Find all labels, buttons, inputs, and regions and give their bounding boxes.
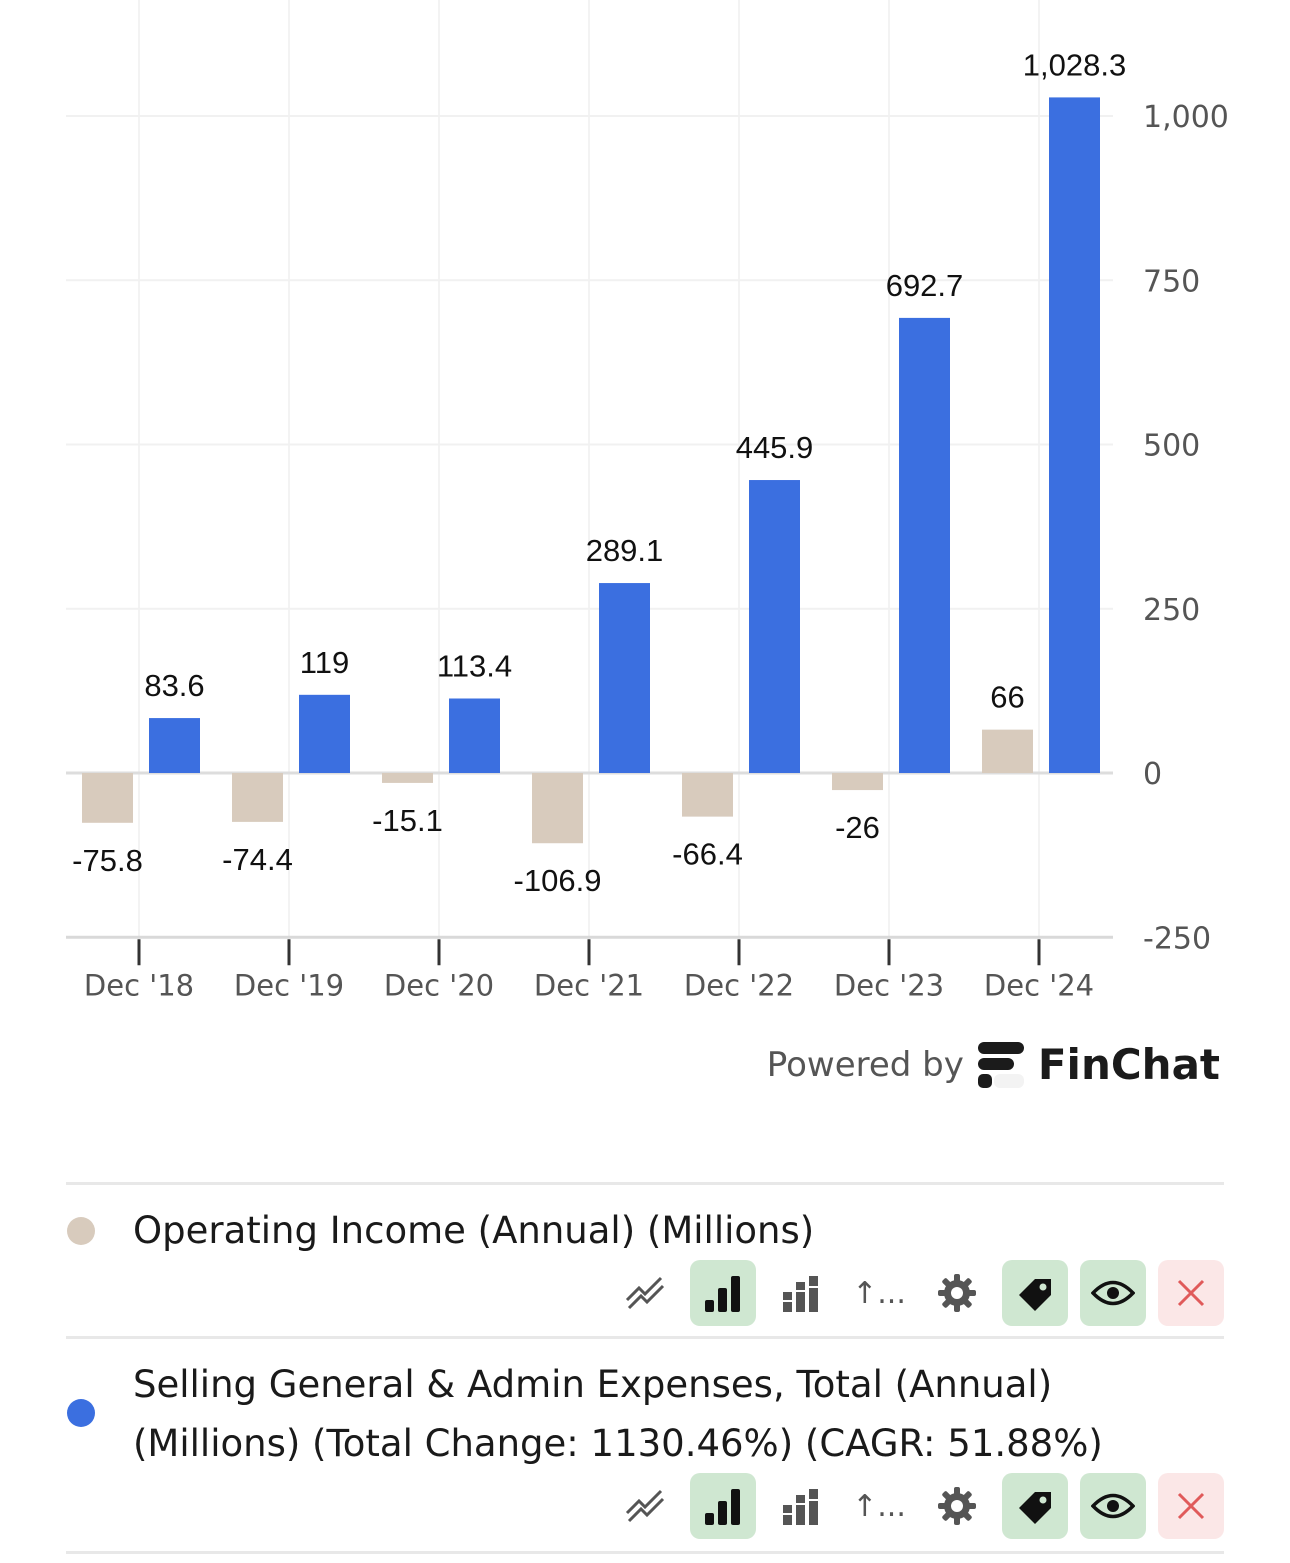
close-icon [1177,1492,1205,1520]
bar [832,773,883,791]
bar [749,480,800,773]
powered-by-text: Powered by [766,1044,964,1085]
legend-label: Operating Income (Annual) (Millions) [133,1209,815,1252]
series-toolbar: ↑... [612,1473,1224,1539]
stacked-bar-button[interactable] [768,1473,834,1539]
remove-series-button[interactable] [1158,1260,1224,1326]
series-color-dot [67,1399,95,1427]
data-label: -26 [835,810,880,845]
data-label: -106.9 [514,863,602,898]
x-tick-label: Dec '24 [984,968,1094,1002]
data-label: 83.6 [144,668,204,703]
data-label: 119 [300,645,349,680]
data-label: 66 [990,680,1024,715]
series-color-dot [67,1217,95,1245]
line-chart-button[interactable] [612,1473,678,1539]
gear-icon [938,1274,976,1312]
label-toggle-button[interactable] [1002,1260,1068,1326]
axes: -250 0 250 500 750 1,000 Dec '18 Dec '19 Dec '20… [84,100,1229,1002]
x-tick-label: Dec '20 [384,968,494,1002]
stacked-bar-icon [783,1489,818,1525]
settings-button[interactable] [924,1260,990,1326]
legend-label: Selling General & Admin Expenses, Total … [133,1363,1103,1465]
data-label: 113.4 [437,648,512,683]
data-label: -66.4 [672,837,743,872]
x-tick-label: Dec '18 [84,968,194,1002]
bar [682,773,733,817]
sort-more-label: ↑... [852,1275,906,1311]
bar-chart-icon [705,1489,740,1525]
bar [899,317,950,773]
x-tick-label: Dec '21 [534,968,644,1002]
finchat-logo-icon [977,1041,1024,1088]
label-toggle-button[interactable] [1002,1473,1068,1539]
bar [599,583,650,773]
bar-chart-icon [705,1276,740,1312]
x-tick-label: Dec '19 [234,968,344,1002]
tag-icon [1019,1492,1051,1524]
series-toolbar: ↑... [612,1260,1224,1326]
eye-icon [1091,1280,1135,1306]
stacked-bar-button[interactable] [768,1260,834,1326]
close-icon [1177,1279,1205,1307]
line-chart-icon [625,1276,665,1310]
x-tick-label: Dec '23 [834,968,944,1002]
bar [299,694,350,773]
bars [82,97,1100,844]
visibility-button[interactable] [1080,1473,1146,1539]
remove-series-button[interactable] [1158,1473,1224,1539]
bar-chart-button[interactable] [690,1473,756,1539]
divider [66,1336,1224,1339]
data-label: 1,028.3 [1023,47,1126,82]
bar [149,718,200,773]
data-label: 692.7 [886,268,964,303]
divider [66,1551,1224,1554]
powered-by: Powered by FinChat [767,1040,1220,1089]
sort-more-button[interactable]: ↑... [846,1260,912,1326]
data-label: 445.9 [736,430,814,465]
y-tick-label: 1,000 [1143,100,1229,135]
legend-item-operating-income: Operating Income (Annual) (Millions) ↑..… [66,1185,1224,1336]
eye-icon [1091,1493,1135,1519]
legend-item-sga-expenses: Selling General & Admin Expenses, Total … [66,1339,1224,1551]
bar [1049,97,1100,773]
divider [66,1182,1224,1185]
stacked-bar-icon [783,1276,818,1312]
bar [382,773,433,783]
data-label: 289.1 [586,533,664,568]
bar [82,773,133,823]
data-label: -75.8 [72,843,143,878]
legend: Operating Income (Annual) (Millions) ↑..… [66,1182,1224,1554]
tag-icon [1019,1279,1051,1311]
settings-button[interactable] [924,1473,990,1539]
brand-name: FinChat [1037,1040,1220,1089]
y-tick-label: 250 [1143,593,1200,628]
bar [232,773,283,822]
line-chart-icon [625,1489,665,1523]
bar [532,773,583,844]
bar-chart: -75.8 -74.4 -15.1 -106.9 -66.4 -26 66 83.6 119 11… [66,0,1229,1002]
y-tick-label: 0 [1143,757,1162,792]
bar-chart-button[interactable] [690,1260,756,1326]
sort-more-label: ↑... [852,1488,906,1524]
gear-icon [938,1487,976,1525]
y-tick-label: 750 [1143,264,1200,299]
y-tick-label: 500 [1143,429,1200,464]
data-label: -74.4 [222,842,293,877]
gridlines [66,0,1113,939]
visibility-button[interactable] [1080,1260,1146,1326]
sort-more-button[interactable]: ↑... [846,1473,912,1539]
y-tick-label: -250 [1143,921,1211,956]
data-label: -15.1 [372,803,443,838]
x-tick-label: Dec '22 [684,968,794,1002]
data-labels: -75.8 -74.4 -15.1 -106.9 -66.4 -26 66 83.6 119 11… [72,47,1126,898]
bar [982,729,1033,773]
line-chart-button[interactable] [612,1260,678,1326]
bar [449,698,500,773]
